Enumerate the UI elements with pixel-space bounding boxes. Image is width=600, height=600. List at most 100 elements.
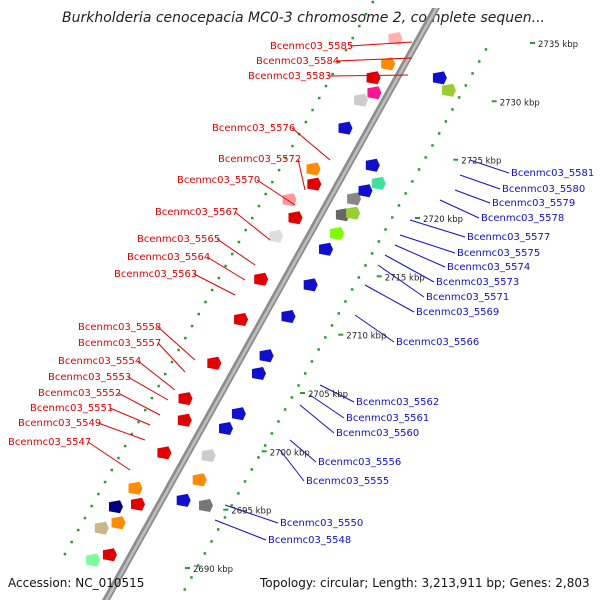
forward-gene-label[interactable]: Bcenmc03_5583 (248, 71, 331, 82)
reverse-gene-label[interactable]: Bcenmc03_5562 (356, 397, 439, 408)
forward-gene-label[interactable]: Bcenmc03_5585 (270, 41, 353, 52)
kbp-tick-mark (376, 275, 382, 278)
backbone-highlight (105, 8, 438, 600)
forward-gene-label[interactable]: Bcenmc03_5547 (8, 437, 91, 448)
forward-label-connector (349, 41, 413, 47)
forward-label-connector (157, 326, 196, 361)
reverse-gene-label[interactable]: Bcenmc03_5575 (457, 248, 540, 259)
reverse-gene-label[interactable]: Bcenmc03_5548 (268, 535, 351, 546)
gc-dot-outer (150, 396, 154, 400)
forward-gene-label[interactable]: Bcenmc03_5564 (127, 252, 210, 263)
forward-gene-label[interactable]: Bcenmc03_5553 (48, 372, 131, 383)
forward-gene-label[interactable]: Bcenmc03_5570 (177, 175, 260, 186)
gc-dot-inner (337, 312, 340, 315)
gc-dot-inner (330, 324, 334, 327)
reverse-gene-label[interactable]: Bcenmc03_5571 (426, 292, 509, 303)
forward-gene-label[interactable]: Bcenmc03_5551 (30, 403, 113, 414)
gc-dot-inner (411, 180, 414, 183)
gc-dot-outer (70, 540, 73, 544)
gc-dot-outer (110, 468, 113, 472)
gc-dot-inner (370, 252, 374, 255)
reverse-label-connector (384, 254, 435, 283)
reverse-gene-label[interactable]: Bcenmc03_5573 (436, 277, 519, 288)
gc-dot-inner (196, 564, 200, 567)
gene-feature (178, 392, 193, 406)
reverse-gene-label[interactable]: Bcenmc03_5574 (447, 262, 530, 273)
kbp-tick-mark (491, 100, 497, 103)
gc-dot-inner (478, 60, 481, 63)
gc-dot-inner (237, 492, 240, 495)
forward-gene-label[interactable]: Bcenmc03_5576 (212, 123, 295, 134)
reverse-gene-label[interactable]: Bcenmc03_5560 (336, 428, 419, 439)
gc-dot-inner (357, 276, 361, 279)
reverse-gene-label[interactable]: Bcenmc03_5569 (416, 307, 499, 318)
gene-feature (330, 227, 345, 240)
gene-feature (131, 497, 145, 511)
gc-dot-outer (117, 456, 120, 460)
gc-dot-outer (291, 144, 294, 148)
forward-label-connector (87, 441, 131, 471)
gc-dot-inner (243, 480, 247, 483)
reverse-gene-label[interactable]: Bcenmc03_5566 (396, 337, 479, 348)
forward-gene-label[interactable]: Bcenmc03_5565 (137, 234, 220, 245)
reverse-gene-label[interactable]: Bcenmc03_5578 (481, 213, 564, 224)
gene-feature (109, 500, 123, 514)
gene-feature (259, 349, 274, 363)
forward-label-connector (234, 211, 271, 241)
gene-feature (338, 121, 353, 135)
reverse-label-connector (469, 159, 510, 174)
gc-dot-outer (157, 384, 160, 388)
forward-gene-label[interactable]: Bcenmc03_5563 (114, 269, 197, 280)
reverse-gene-label[interactable]: Bcenmc03_5581 (511, 168, 594, 179)
forward-gene-label[interactable]: Bcenmc03_5584 (256, 56, 339, 67)
gc-dot-outer (184, 336, 187, 340)
reverse-gene-label[interactable]: Bcenmc03_5579 (492, 198, 575, 209)
gc-dot-outer (103, 480, 107, 484)
forward-gene-label[interactable]: Bcenmc03_5558 (78, 322, 161, 333)
gc-dot-outer (244, 228, 247, 232)
gene-feature (219, 422, 233, 435)
reverse-gene-label[interactable]: Bcenmc03_5561 (346, 413, 429, 424)
backbone (102, 8, 440, 600)
forward-label-connector (297, 158, 306, 191)
gc-dot-outer (324, 84, 328, 88)
label-connectors (87, 41, 510, 541)
reverse-label-connector (289, 439, 317, 463)
forward-gene-label[interactable]: Bcenmc03_5549 (18, 418, 101, 429)
forward-label-connector (97, 422, 146, 441)
forward-gene-label[interactable]: Bcenmc03_5552 (38, 388, 121, 399)
gc-content-track (63, 0, 488, 591)
gc-dot-outer (217, 276, 221, 280)
gc-dot-inner (424, 156, 427, 159)
gc-dot-outer (63, 552, 67, 556)
gene-feature (371, 176, 386, 190)
gc-dot-outer (271, 180, 274, 184)
forward-label-connector (256, 179, 296, 206)
reverse-label-connector (377, 264, 425, 298)
reverse-gene-label[interactable]: Bcenmc03_5577 (467, 232, 550, 243)
gene-feature (354, 93, 369, 107)
forward-label-connector (127, 376, 169, 401)
forward-gene-label[interactable]: Bcenmc03_5567 (155, 207, 238, 218)
topology-text: Topology: circular; Length: 3,213,911 bp… (259, 576, 590, 590)
kbp-tick-label: 2735 kbp (538, 40, 578, 50)
gc-dot-outer (231, 252, 234, 256)
gene-feature (381, 57, 396, 71)
gc-dot-inner (464, 84, 468, 87)
kbp-tick-label: 2695 kbp (231, 507, 271, 517)
gc-dot-inner (417, 168, 421, 171)
forward-label-connector (206, 256, 246, 281)
gene-feature (346, 206, 361, 220)
forward-gene-label[interactable]: Bcenmc03_5557 (78, 338, 161, 349)
gene-feature (252, 367, 266, 380)
forward-gene-label[interactable]: Bcenmc03_5554 (58, 356, 141, 367)
forward-gene-label[interactable]: Bcenmc03_5572 (218, 154, 301, 165)
reverse-gene-label[interactable]: Bcenmc03_5555 (306, 476, 389, 487)
reverse-gene-label[interactable]: Bcenmc03_5556 (318, 457, 401, 468)
gc-dot-inner (283, 408, 287, 411)
reverse-gene-label[interactable]: Bcenmc03_5580 (502, 184, 585, 195)
kbp-tick-label: 2700 kbp (270, 448, 310, 458)
gc-dot-inner (270, 432, 274, 435)
gene-feature (282, 193, 297, 207)
reverse-gene-label[interactable]: Bcenmc03_5550 (280, 518, 363, 529)
